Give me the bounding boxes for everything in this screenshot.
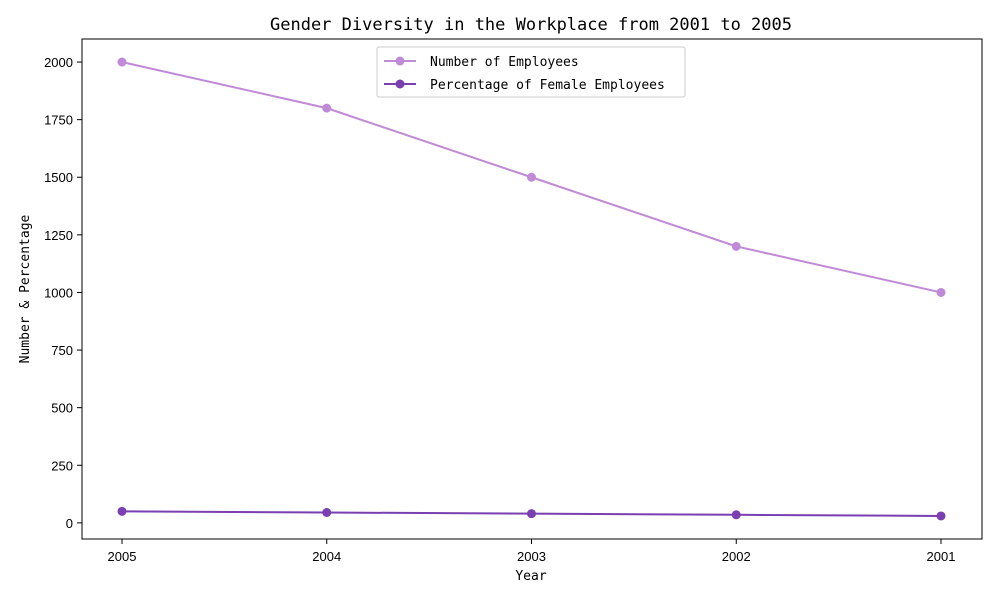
y-axis: 0 250 500 750 1000 1250 1500 1750 2000 (44, 55, 82, 531)
y-tick-label: 1750 (44, 113, 73, 128)
y-tick-label: 250 (51, 458, 73, 473)
y-tick-label: 1250 (44, 228, 73, 243)
x-axis: 2005 2004 2003 2002 2001 (108, 539, 956, 564)
data-point (936, 511, 946, 521)
x-tick-label: 2004 (312, 549, 341, 564)
y-tick-label: 0 (66, 516, 73, 531)
legend-marker (395, 79, 405, 89)
data-point (731, 510, 741, 520)
legend: Number of Employees Percentage of Female … (376, 46, 686, 98)
chart-title: Gender Diversity in the Workplace from 2… (270, 15, 792, 35)
y-tick-label: 750 (51, 343, 73, 358)
plot-area (81, 38, 983, 540)
x-tick-label: 2005 (108, 549, 137, 564)
data-point (117, 506, 127, 516)
x-tick-label: 2002 (722, 549, 751, 564)
data-point (117, 57, 127, 67)
legend-label: Number of Employees (430, 55, 579, 70)
series-number-of-employees (117, 57, 946, 297)
data-point (322, 103, 332, 113)
series-percentage-of-female-employees (117, 506, 946, 521)
data-point (322, 508, 332, 518)
y-tick-label: 500 (51, 401, 73, 416)
legend-label: Percentage of Female Employees (430, 78, 665, 93)
x-tick-label: 2003 (517, 549, 546, 564)
data-point (527, 172, 536, 182)
y-tick-label: 1500 (44, 170, 73, 185)
x-tick-label: 2001 (927, 549, 956, 564)
data-point (731, 241, 741, 251)
data-point (936, 287, 946, 297)
y-tick-label: 1000 (44, 285, 73, 300)
legend-box (376, 46, 686, 98)
data-point (527, 509, 536, 519)
legend-marker (395, 56, 405, 66)
y-axis-label: Number & Percentage (18, 214, 33, 363)
y-tick-label: 2000 (44, 55, 73, 70)
x-axis-label: Year (515, 569, 546, 584)
series-layer (117, 57, 946, 521)
